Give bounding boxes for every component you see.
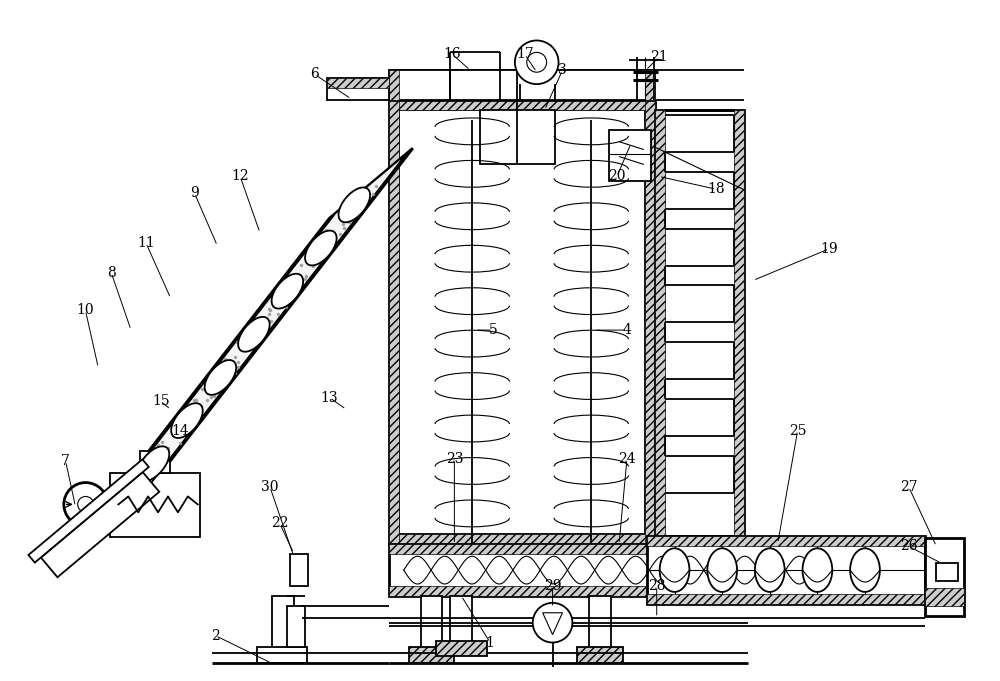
Text: 9: 9	[190, 186, 199, 200]
Bar	[327, 78, 389, 88]
Bar	[327, 78, 389, 100]
Polygon shape	[28, 460, 149, 563]
Bar	[389, 100, 655, 544]
Bar	[287, 606, 305, 648]
Ellipse shape	[238, 317, 270, 351]
Polygon shape	[41, 472, 159, 577]
Bar	[272, 596, 294, 655]
Bar	[645, 100, 655, 544]
Ellipse shape	[660, 548, 689, 592]
Bar	[577, 648, 623, 663]
Circle shape	[527, 52, 547, 72]
Bar	[647, 594, 925, 604]
Bar	[389, 544, 837, 596]
Bar	[480, 110, 555, 164]
Ellipse shape	[272, 274, 303, 308]
Bar	[645, 70, 655, 100]
Bar	[389, 586, 837, 596]
Circle shape	[515, 40, 559, 84]
Bar	[436, 641, 487, 656]
Bar	[647, 537, 925, 604]
Bar	[409, 648, 454, 663]
Text: 13: 13	[321, 390, 338, 405]
Ellipse shape	[205, 360, 236, 395]
Ellipse shape	[305, 231, 337, 266]
Circle shape	[78, 496, 94, 512]
Text: 17: 17	[516, 48, 534, 61]
Ellipse shape	[707, 548, 737, 592]
Text: 8: 8	[107, 266, 116, 280]
Text: 30: 30	[261, 480, 279, 494]
Bar	[734, 110, 744, 537]
Polygon shape	[61, 148, 413, 563]
Ellipse shape	[138, 446, 169, 481]
Text: 28: 28	[648, 579, 665, 593]
Bar	[290, 554, 308, 586]
Bar	[925, 588, 964, 606]
Bar	[609, 130, 651, 181]
Bar	[450, 70, 500, 100]
Text: 4: 4	[623, 323, 631, 337]
Text: 11: 11	[137, 236, 155, 250]
Text: 15: 15	[152, 394, 170, 409]
Ellipse shape	[755, 548, 785, 592]
Bar	[936, 563, 958, 581]
Bar	[421, 596, 442, 655]
Text: 26: 26	[900, 539, 917, 553]
Bar	[655, 110, 744, 537]
Ellipse shape	[850, 548, 880, 592]
Text: 20: 20	[608, 170, 626, 183]
Bar	[257, 648, 307, 663]
Bar	[389, 70, 655, 100]
Text: 23: 23	[446, 452, 463, 466]
Text: 19: 19	[820, 242, 838, 256]
Bar	[389, 535, 655, 544]
Bar	[647, 537, 925, 546]
Bar	[589, 596, 611, 655]
Bar	[389, 100, 655, 110]
Text: 3: 3	[558, 63, 567, 77]
Text: 6: 6	[310, 67, 319, 81]
Text: 14: 14	[172, 424, 190, 439]
Text: 16: 16	[444, 48, 461, 61]
Bar	[655, 110, 665, 537]
Bar	[110, 473, 200, 537]
Ellipse shape	[171, 403, 203, 438]
Text: 5: 5	[489, 323, 497, 337]
Text: 12: 12	[231, 170, 249, 183]
Bar	[925, 539, 964, 616]
Text: 21: 21	[650, 50, 668, 64]
Text: 2: 2	[211, 629, 220, 643]
Ellipse shape	[339, 187, 370, 222]
Text: 24: 24	[618, 452, 636, 466]
Ellipse shape	[803, 548, 832, 592]
Circle shape	[64, 483, 107, 526]
Bar	[450, 596, 472, 650]
Text: 29: 29	[544, 579, 561, 593]
Polygon shape	[68, 153, 407, 558]
Text: 1: 1	[486, 635, 495, 650]
Text: 18: 18	[707, 183, 725, 196]
Text: 10: 10	[77, 303, 94, 317]
Bar	[399, 110, 645, 535]
Bar	[389, 544, 837, 554]
Ellipse shape	[104, 490, 136, 524]
Text: 7: 7	[61, 454, 70, 468]
Circle shape	[533, 603, 572, 642]
Bar	[389, 70, 399, 100]
Polygon shape	[543, 613, 562, 635]
Text: 25: 25	[789, 424, 806, 439]
Text: 27: 27	[900, 480, 917, 494]
Bar	[389, 100, 399, 544]
Text: 22: 22	[271, 516, 289, 530]
Bar	[140, 451, 170, 473]
